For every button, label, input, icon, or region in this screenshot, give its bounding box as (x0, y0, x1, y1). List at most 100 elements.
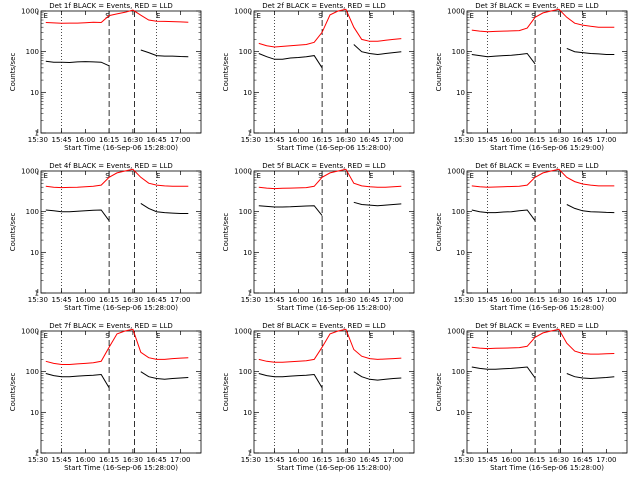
events-series-line (140, 49, 189, 58)
chart-title: Det 1f BLACK = Events, RED = LLD (49, 2, 172, 10)
x-tick-label: 16:45 (147, 456, 167, 464)
y-axis-label: Counts/sec (435, 373, 443, 412)
x-tick-label: 16:30 (549, 136, 569, 144)
x-tick-label: 16:15 (99, 296, 119, 304)
event-marker: S (105, 172, 110, 180)
y-tick-label: 100 (26, 368, 39, 376)
lld-series-line (471, 168, 615, 188)
event-marker: E (470, 12, 474, 20)
x-tick-label: 16:15 (99, 456, 119, 464)
x-tick-label: 15:30 (28, 456, 48, 464)
x-tick-label: 16:45 (573, 136, 593, 144)
y-tick-label: 10 (30, 89, 39, 97)
event-marker: E (156, 172, 160, 180)
chart-panel: Det 1f BLACK = Events, RED = LLD 1 10 100 10… (9, 2, 202, 152)
y-tick-label: 10 (456, 249, 465, 257)
y-tick-label: 100 (26, 208, 39, 216)
chart-title: Det 6f BLACK = Events, RED = LLD (475, 162, 598, 170)
y-tick-label: 1000 (447, 328, 465, 336)
y-axis-label: Counts/sec (222, 213, 230, 252)
event-marker: S (531, 12, 536, 20)
y-axis-label: Counts/sec (435, 53, 443, 92)
x-tick-label: 16:15 (525, 136, 545, 144)
x-tick-label: 15:45 (478, 456, 498, 464)
chart-panel: Det 9f BLACK = Events, RED = LLD 1 10 100 10… (435, 322, 628, 472)
x-axis-label: Start Time (16-Sep-06 15:28:00) (277, 144, 391, 152)
event-marker: E (582, 332, 586, 340)
x-tick-label: 15:45 (265, 136, 285, 144)
plot-frame (253, 170, 415, 294)
x-tick-label: 15:30 (454, 296, 474, 304)
x-tick-label: 16:00 (288, 296, 308, 304)
x-tick-label: 16:15 (525, 296, 545, 304)
events-series-line (140, 371, 189, 380)
event-marker: S (318, 172, 323, 180)
y-tick-label: 100 (26, 48, 39, 56)
chart-title: Det 4f BLACK = Events, RED = LLD (49, 162, 172, 170)
y-tick-label: 10 (456, 409, 465, 417)
event-marker: E (44, 332, 48, 340)
x-tick-label: 16:00 (75, 296, 95, 304)
event-marker: E (470, 172, 474, 180)
y-tick-label: 100 (452, 368, 465, 376)
x-tick-label: 17:00 (596, 136, 616, 144)
y-tick-label: 10 (243, 409, 252, 417)
y-axis-label: Counts/sec (9, 53, 17, 92)
lld-series-line (258, 168, 402, 190)
event-marker: E (369, 172, 373, 180)
y-tick-label: 10 (243, 89, 252, 97)
lld-series-line (45, 168, 189, 189)
chart-title: Det 9f BLACK = Events, RED = LLD (475, 322, 598, 330)
event-marker: E (470, 332, 474, 340)
chart-panel: Det 4f BLACK = Events, RED = LLD 1 10 100 10… (9, 162, 202, 312)
x-tick-label: 16:30 (123, 456, 143, 464)
x-tick-label: 16:30 (549, 296, 569, 304)
chart-panel: Det 5f BLACK = Events, RED = LLD 1 10 100 10… (222, 162, 415, 312)
y-axis-label: Counts/sec (222, 373, 230, 412)
y-tick-label: 1000 (234, 8, 252, 16)
x-tick-label: 16:30 (549, 456, 569, 464)
x-tick-label: 16:15 (312, 456, 332, 464)
y-axis-label: Counts/sec (222, 53, 230, 92)
events-series-line (566, 373, 615, 380)
y-tick-label: 1 (35, 450, 39, 458)
x-axis-label: Start Time (16-Sep-06 15:28:00) (64, 304, 178, 312)
x-tick-label: 16:15 (312, 136, 332, 144)
y-tick-label: 1 (248, 130, 252, 138)
y-tick-label: 100 (239, 208, 252, 216)
x-tick-label: 16:45 (360, 296, 380, 304)
event-marker: E (44, 12, 48, 20)
y-axis-label: Counts/sec (9, 373, 17, 412)
lld-series-line (45, 328, 189, 365)
event-marker: S (105, 12, 110, 20)
event-marker: E (44, 172, 48, 180)
x-tick-label: 16:00 (501, 136, 521, 144)
chart-panel: Det 6f BLACK = Events, RED = LLD 1 10 100 10… (435, 162, 628, 312)
x-tick-label: 16:00 (501, 456, 521, 464)
plot-frame (466, 10, 628, 134)
y-tick-label: 1 (248, 290, 252, 298)
event-marker: E (257, 172, 261, 180)
lld-series-line (258, 328, 402, 363)
y-tick-label: 10 (30, 249, 39, 257)
y-tick-label: 1000 (21, 168, 39, 176)
event-marker: E (156, 12, 160, 20)
events-series-line (140, 202, 189, 214)
y-tick-label: 1 (461, 450, 465, 458)
y-tick-label: 1000 (447, 8, 465, 16)
x-tick-label: 15:45 (265, 296, 285, 304)
x-tick-label: 16:00 (288, 136, 308, 144)
event-marker: E (582, 172, 586, 180)
events-series-line (258, 205, 323, 216)
x-tick-label: 16:45 (360, 136, 380, 144)
plot-frame (40, 330, 202, 454)
x-tick-label: 15:30 (241, 456, 261, 464)
chart-panel: Det 7f BLACK = Events, RED = LLD 1 10 100 10… (9, 322, 202, 472)
x-tick-label: 15:30 (454, 456, 474, 464)
events-series-line (353, 44, 402, 56)
chart-title: Det 2f BLACK = Events, RED = LLD (262, 2, 385, 10)
events-series-line (45, 373, 110, 389)
y-tick-label: 1 (35, 130, 39, 138)
event-marker: E (257, 12, 261, 20)
